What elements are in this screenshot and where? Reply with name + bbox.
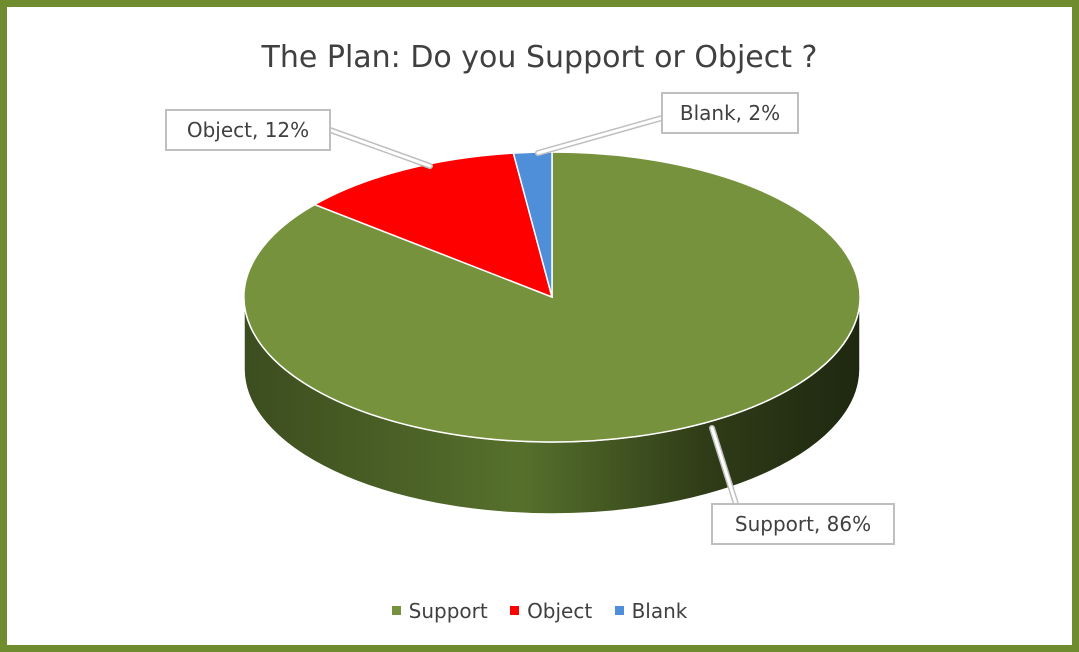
legend-item-blank: Blank (614, 598, 688, 623)
legend-label-support: Support (408, 598, 488, 623)
legend-swatch-support (391, 606, 401, 615)
leader-line-inner-blank (536, 116, 664, 155)
data-label-box-support (711, 503, 895, 545)
legend-label-object: Object (527, 598, 593, 623)
data-label-support: Support, 86% (735, 512, 871, 536)
legend-label-blank: Blank (631, 598, 688, 623)
legend-item-support: Support (391, 598, 488, 623)
pie-labels: Support, 86% Object, 12% Blank, 2% (165, 92, 895, 545)
pie-slice-object (312, 152, 554, 299)
pie-top (243, 151, 861, 443)
data-label-blank: Blank, 2% (680, 101, 780, 125)
chart-title: The Plan: Do you Support or Object ? (261, 40, 818, 75)
leader-line-inner-support (710, 426, 738, 506)
legend-item-object: Object (510, 599, 592, 623)
legend-swatch-blank (614, 606, 624, 615)
data-label-box-object (165, 109, 331, 151)
legend-swatch-object (510, 606, 520, 615)
data-label-box-blank (661, 92, 799, 134)
leader-line-inner-object (328, 128, 432, 168)
data-label-object: Object, 12% (187, 118, 309, 142)
legend: Support Object Blank (0, 596, 1079, 623)
